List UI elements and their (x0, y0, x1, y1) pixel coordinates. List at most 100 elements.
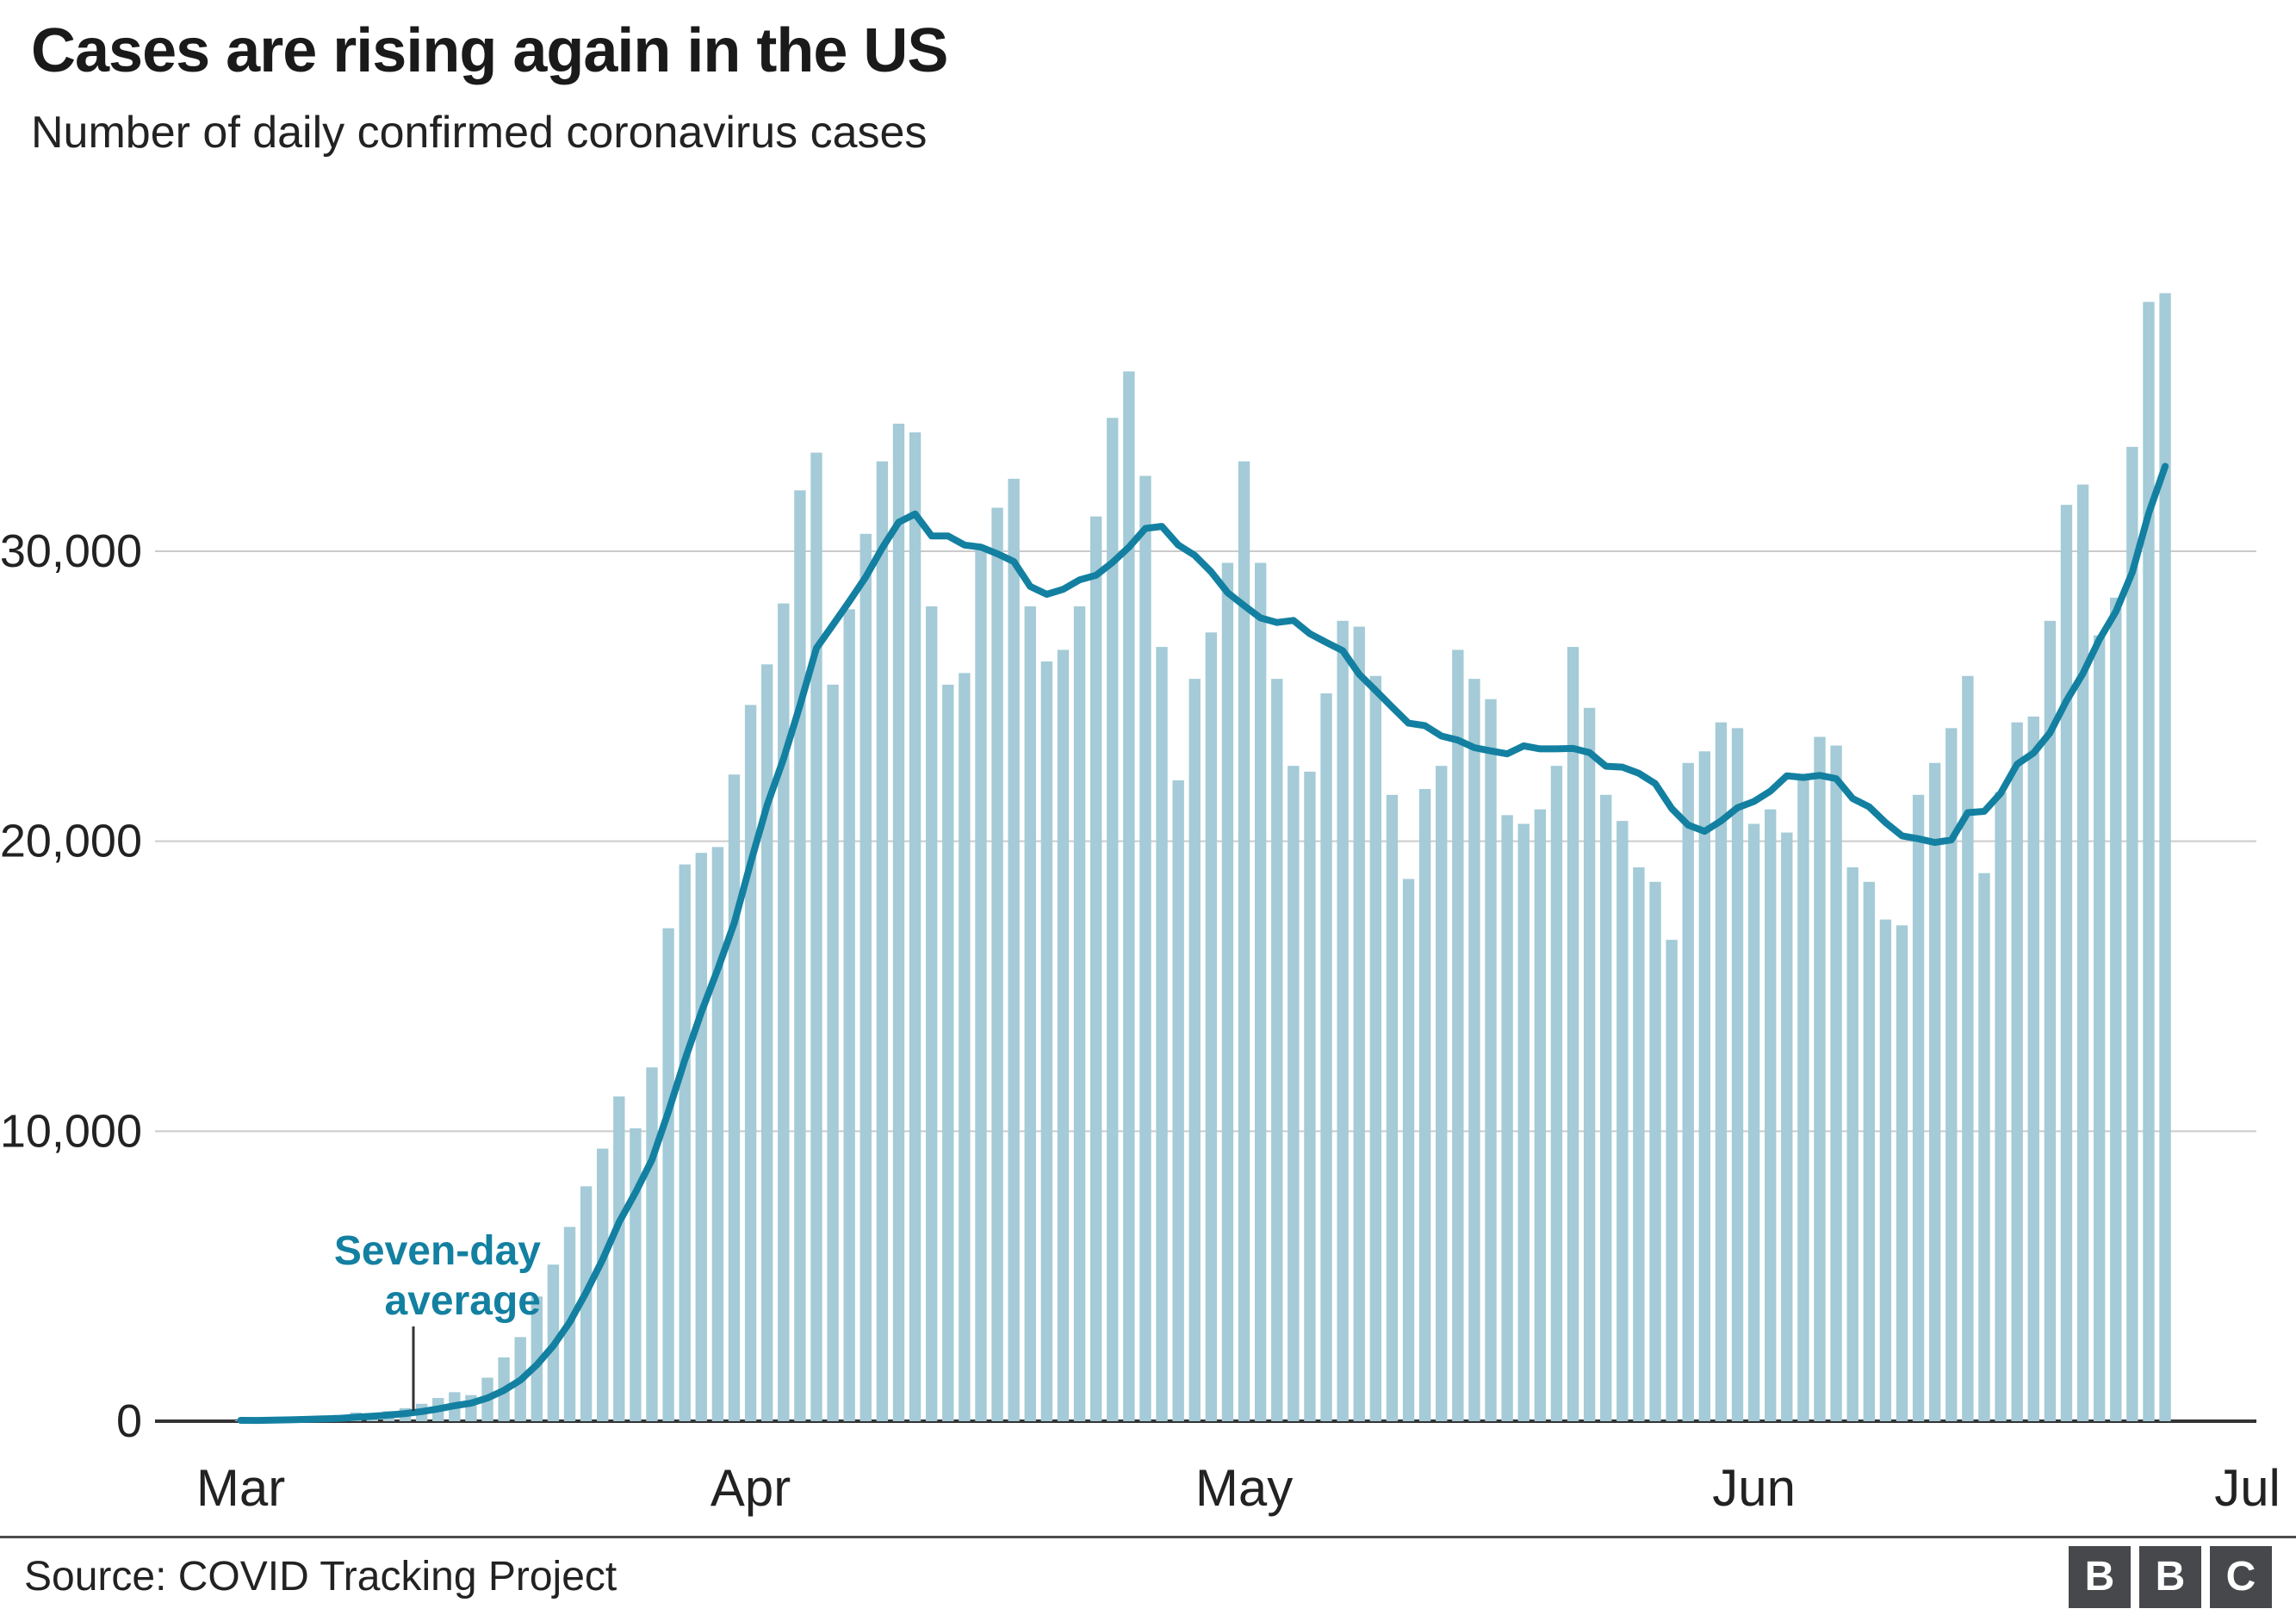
daily-cases-bar (1123, 371, 1135, 1422)
daily-cases-bar (2110, 597, 2122, 1421)
daily-cases-bar (613, 1096, 625, 1421)
daily-cases-bar (2143, 301, 2155, 1421)
daily-cases-bar (2011, 722, 2023, 1421)
x-axis-labels: Mar Apr May Jun Jul (196, 1459, 2280, 1517)
daily-cases-bar (1156, 647, 1168, 1421)
daily-cases-bar (1254, 562, 1267, 1421)
chart-area: 0 10,000 20,000 30,000 Mar Apr May Jun Jul Seven-… (0, 172, 2296, 1533)
daily-cases-bar (1649, 881, 1661, 1421)
daily-cases-bar (1550, 766, 1563, 1421)
daily-cases-bar (744, 705, 757, 1421)
daily-cases-bar (1797, 774, 1809, 1421)
daily-cases-bar (827, 684, 839, 1421)
daily-cases-bar (925, 606, 938, 1421)
daily-cases-bar (1501, 815, 1513, 1421)
daily-cases-bar (1617, 821, 1629, 1421)
daily-cases-bar (1912, 794, 1925, 1421)
daily-cases-bar (1830, 745, 1842, 1421)
daily-cases-bar (1534, 809, 1547, 1421)
daily-cases-bar (695, 853, 707, 1421)
daily-cases-bar (942, 684, 954, 1421)
daily-cases-bar (810, 452, 822, 1421)
daily-cases-bar (2060, 505, 2073, 1421)
daily-cases-bar (1024, 606, 1036, 1421)
daily-cases-bar (1846, 867, 1859, 1421)
chart-header: Cases are rising again in the US Number … (31, 18, 2265, 158)
daily-cases-bar (1089, 516, 1102, 1421)
daily-cases-bar (1436, 766, 1448, 1421)
footer: Source: COVID Tracking Project B B C (0, 1536, 2296, 1615)
bbc-logo: B B C (2069, 1545, 2272, 1608)
daily-cases-bar (2159, 293, 2171, 1421)
x-tick-label: Jun (1712, 1459, 1796, 1517)
daily-cases-bar (1600, 794, 1612, 1421)
daily-cases-bar (1057, 649, 1070, 1421)
daily-cases-bar (991, 507, 1003, 1421)
daily-cases-bar (1978, 873, 1990, 1421)
daily-cases-bar (1765, 809, 1777, 1421)
daily-cases-bar (1962, 675, 1974, 1421)
chart-subtitle: Number of daily confirmed coronavirus ca… (31, 107, 928, 158)
daily-cases-bar (1040, 661, 1053, 1421)
daily-cases-bar (1369, 675, 1382, 1421)
daily-cases-bar (975, 548, 987, 1421)
y-tick-label: 20,000 (0, 816, 142, 867)
daily-cases-bar (1271, 679, 1283, 1421)
daily-cases-bar (2126, 446, 2138, 1421)
daily-cases-bar (1205, 632, 1218, 1421)
x-tick-label: Mar (196, 1459, 285, 1517)
daily-cases-bar (646, 1067, 658, 1421)
daily-cases-bar (630, 1127, 642, 1421)
daily-cases-bar (1583, 707, 1596, 1421)
daily-cases-bar (959, 673, 971, 1421)
daily-cases-bar (1337, 620, 1349, 1421)
daily-cases-bar (1288, 766, 1300, 1421)
daily-cases-bar (1353, 626, 1365, 1421)
daily-cases-bar (580, 1186, 593, 1421)
daily-cases-bar (1320, 693, 1332, 1421)
daily-cases-bar (597, 1148, 609, 1421)
daily-cases-bar (892, 423, 905, 1421)
daily-cases-bar (1139, 475, 1151, 1421)
daily-cases-bar (2093, 635, 2106, 1421)
daily-cases-bar (1666, 940, 1678, 1421)
daily-cases-bar (761, 664, 773, 1421)
x-tick-label: Jul (2214, 1459, 2280, 1517)
daily-cases-bar (1633, 867, 1645, 1421)
daily-cases-bar (794, 490, 806, 1421)
daily-cases-bar (728, 774, 741, 1421)
daily-cases-bar (1485, 699, 1497, 1421)
x-tick-label: Apr (711, 1459, 791, 1517)
daily-cases-bar (876, 461, 889, 1421)
daily-cases-bar (843, 609, 855, 1421)
daily-cases-bar (711, 847, 724, 1421)
daily-cases-bar (662, 928, 674, 1421)
bbc-logo-block-b2: B (2139, 1545, 2201, 1608)
daily-cases-bar (1715, 722, 1728, 1421)
daily-cases-bar (1402, 879, 1415, 1421)
daily-cases-bar (1073, 606, 1086, 1421)
daily-cases-bar (1172, 780, 1184, 1421)
y-tick-label: 30,000 (0, 525, 142, 577)
bbc-logo-block-b1: B (2069, 1545, 2131, 1608)
daily-cases-bar (679, 864, 691, 1421)
y-axis-labels: 0 10,000 20,000 30,000 (0, 525, 142, 1447)
source-label: Source: COVID Tracking Project (24, 1554, 617, 1599)
daily-cases-bar (778, 603, 790, 1421)
daily-cases-bar (1781, 832, 1793, 1421)
daily-cases-bar (1879, 919, 1892, 1421)
daily-cases-bar (1238, 461, 1250, 1421)
daily-cases-bar (1896, 925, 1908, 1421)
y-tick-label: 10,000 (0, 1105, 142, 1157)
daily-cases-bar (909, 432, 922, 1421)
daily-cases-bar (1814, 736, 1826, 1421)
daily-cases-bar (1008, 478, 1020, 1421)
daily-cases-bar (1698, 751, 1710, 1421)
daily-cases-bar (1468, 679, 1480, 1421)
daily-cases-bars (234, 293, 2171, 1422)
daily-cases-bar (1863, 881, 1875, 1421)
y-tick-label: 0 (116, 1395, 142, 1447)
daily-cases-bar (1567, 647, 1579, 1421)
